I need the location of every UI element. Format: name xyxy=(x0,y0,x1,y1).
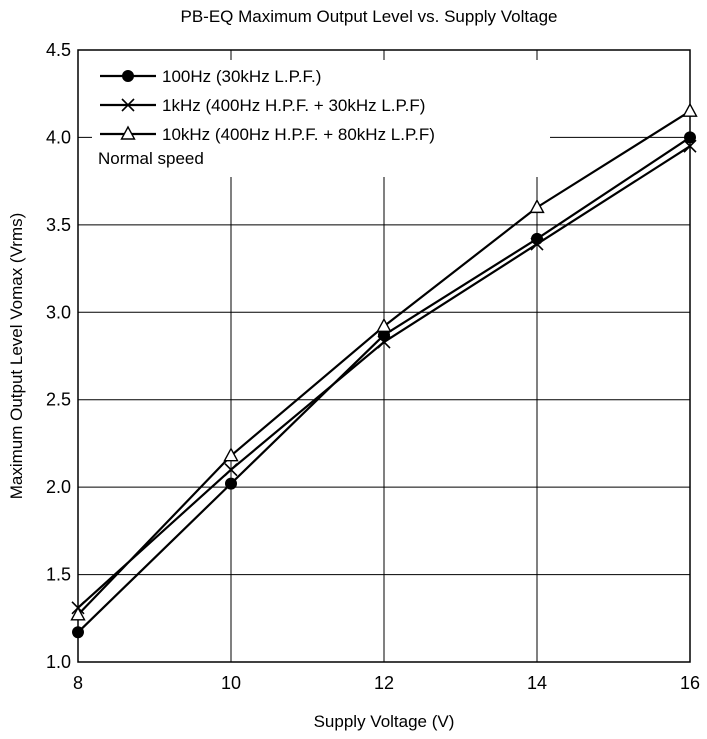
data-point xyxy=(223,447,239,462)
y-axis-ticks: 1.0 1.5 2.0 2.5 3.0 3.5 4.0 4.5 xyxy=(46,40,71,672)
series-layer xyxy=(70,102,698,639)
legend-marker xyxy=(122,70,134,82)
x-axis-label: Supply Voltage (V) xyxy=(314,712,455,731)
data-point xyxy=(684,131,696,144)
x-tick-label: 12 xyxy=(374,673,394,693)
chart-title: PB-EQ Maximum Output Level vs. Supply Vo… xyxy=(180,7,557,26)
y-tick-label: 3.0 xyxy=(46,302,71,322)
data-point xyxy=(529,198,545,214)
data-point xyxy=(72,626,84,639)
data-point xyxy=(530,237,544,251)
x-tick-label: 14 xyxy=(527,673,547,693)
legend-item: 10kHz (400Hz H.P.F. + 80kHz L.P.F) xyxy=(100,125,435,144)
data-point xyxy=(683,139,697,153)
legend-label: 100Hz (30kHz L.P.F.) xyxy=(162,67,321,86)
legend-label: 1kHz (400Hz H.P.F. + 30kHz L.P.F) xyxy=(162,96,425,115)
plot-frame xyxy=(77,49,691,663)
x-tick-label: 8 xyxy=(73,673,83,693)
legend-note: Normal speed xyxy=(98,149,204,168)
legend-item: 100Hz (30kHz L.P.F.) xyxy=(100,67,321,86)
legend-marker xyxy=(121,98,135,112)
x-tick-label: 16 xyxy=(680,673,700,693)
y-tick-label: 4.0 xyxy=(46,127,71,147)
y-tick-label: 2.0 xyxy=(46,477,71,497)
legend-marker xyxy=(120,125,136,140)
legend-label: 10kHz (400Hz H.P.F. + 80kHz L.P.F) xyxy=(162,125,435,144)
series-3 xyxy=(70,102,698,621)
data-point xyxy=(70,606,86,621)
data-point xyxy=(682,102,698,117)
x-axis-ticks: 8 10 12 14 16 xyxy=(73,673,700,693)
legend: 100Hz (30kHz L.P.F.) 1kHz (400Hz H.P.F. +… xyxy=(92,60,550,177)
y-tick-label: 3.5 xyxy=(46,215,71,235)
legend-item: 1kHz (400Hz H.P.F. + 30kHz L.P.F) xyxy=(100,96,425,115)
data-point xyxy=(376,317,392,332)
y-tick-label: 4.5 xyxy=(46,40,71,60)
legend-box xyxy=(92,60,550,177)
x-tick-label: 10 xyxy=(221,673,241,693)
y-tick-label: 2.5 xyxy=(46,390,71,410)
y-axis-label: Maximum Output Level Vomax (Vrms) xyxy=(7,213,26,500)
y-tick-label: 1.5 xyxy=(46,565,71,585)
y-tick-label: 1.0 xyxy=(46,652,71,672)
data-point xyxy=(224,463,238,477)
data-point xyxy=(225,477,237,490)
data-point xyxy=(377,335,391,349)
